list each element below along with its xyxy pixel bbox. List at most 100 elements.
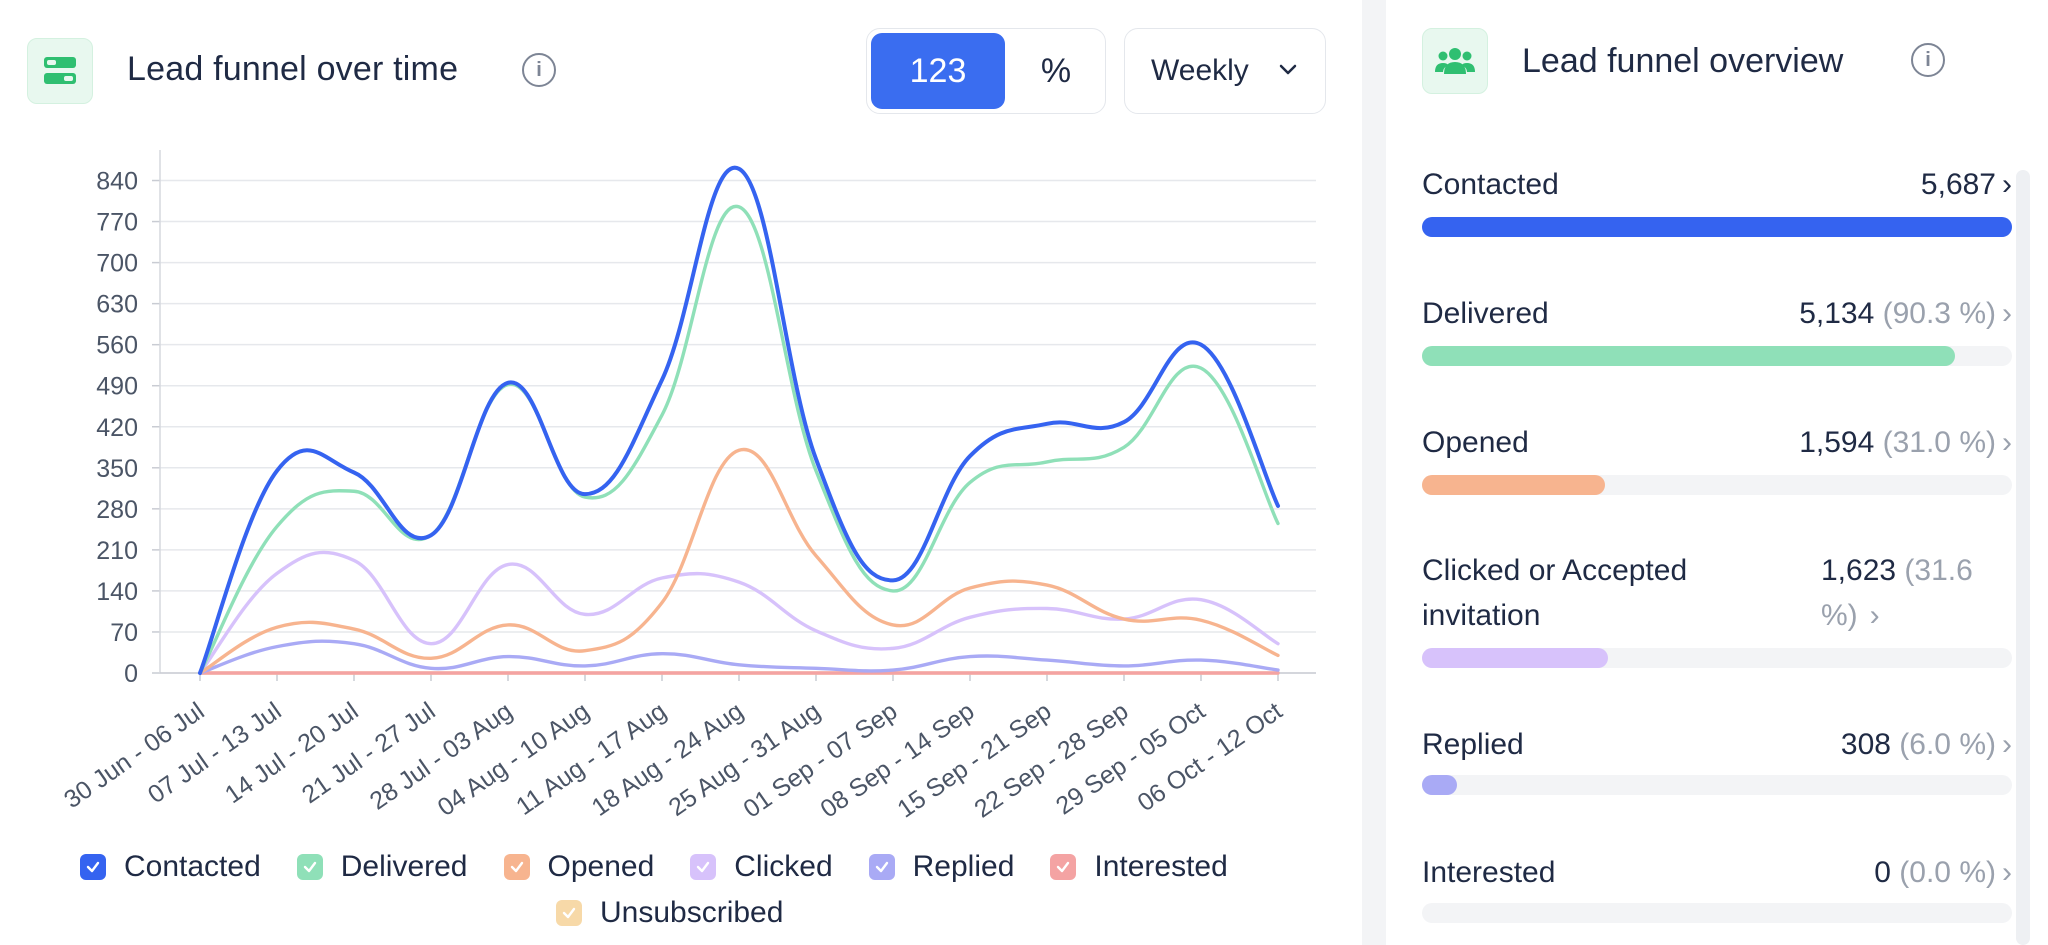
legend-item-delivered[interactable]: Delivered: [296, 850, 468, 884]
y-tick-label: 0: [124, 660, 138, 688]
funnel-bar-track: [1422, 346, 2012, 366]
checkbox-icon[interactable]: [868, 854, 895, 880]
funnel-percent: (0.0 %): [1899, 856, 1996, 889]
funnel-label-line1: Clicked or Accepted: [1422, 554, 1688, 587]
funnel-count: 0: [1874, 856, 1891, 889]
y-tick-label: 630: [96, 291, 138, 319]
funnel-count: 1,594: [1799, 426, 1875, 459]
checkbox-icon[interactable]: [80, 854, 106, 880]
funnel-count: 1,623: [1821, 554, 1897, 587]
percent-toggle-button[interactable]: %: [1040, 51, 1072, 90]
y-tick-label: 280: [96, 496, 138, 524]
chevron-right-icon[interactable]: ›: [2002, 426, 2012, 459]
funnel-value: 308 (6.0 %) ›: [1841, 722, 2012, 768]
lead-funnel-overview-panel: Lead funnel overview i Contacted 5,687 › …: [1386, 0, 2048, 945]
lead-funnel-over-time-panel: Lead funnel over time i 123 % Weekly 0 70…: [27, 28, 1326, 930]
legend-label: Interested: [1094, 850, 1228, 883]
users-group-icon: [1422, 28, 1488, 94]
funnel-value: 1,594 (31.0 %) ›: [1799, 420, 2012, 466]
checkbox-icon[interactable]: [556, 900, 582, 926]
legend-item-contacted[interactable]: Contacted: [80, 850, 261, 884]
funnel-value: 0 (0.0 %) ›: [1874, 850, 2012, 896]
chevron-right-icon[interactable]: ›: [2002, 856, 2012, 889]
series-line-delivered: [198, 204, 1280, 675]
chevron-right-icon[interactable]: ›: [2002, 728, 2012, 761]
funnel-percent: (6.0 %): [1899, 728, 1996, 761]
series-line-clicked: [198, 550, 1280, 675]
x-tick-label: 14 Jul - 20 Jul: [220, 697, 364, 809]
series-line-contacted: [198, 165, 1280, 675]
funnel-bar-track: [1422, 648, 2012, 668]
funnel-bar-track: [1422, 903, 2012, 923]
series-line-opened: [198, 447, 1280, 675]
y-tick-label: 140: [96, 578, 138, 606]
funnel-bar-track: [1422, 775, 2012, 795]
info-icon[interactable]: i: [522, 53, 556, 87]
x-tick-label: 07 Jul - 13 Jul: [143, 697, 287, 809]
y-tick-label: 770: [96, 209, 138, 237]
funnel-count: 308: [1840, 728, 1891, 761]
y-tick-label: 560: [96, 332, 138, 360]
checkbox-icon[interactable]: [1050, 854, 1077, 880]
funnel-percent-line2: %): [1821, 599, 1858, 632]
legend-label: Replied: [912, 850, 1015, 883]
funnel-value: 5,134 (90.3 %) ›: [1799, 291, 2012, 337]
funnel-percent-line2-wrap: %) ›: [1821, 593, 1880, 639]
funnel-label: Interested: [1422, 856, 1556, 889]
legend-item-opened[interactable]: Opened: [503, 850, 655, 884]
funnel-item-contacted[interactable]: Contacted 5,687 ›: [1422, 162, 2012, 242]
funnel-bar-fill: [1422, 648, 1609, 668]
legend-label: Delivered: [340, 850, 468, 883]
funnel-bar-fill: [1422, 775, 1458, 795]
legend-label: Unsubscribed: [600, 896, 784, 929]
scrollbar[interactable]: [2016, 170, 2030, 945]
funnel-item-replied[interactable]: Replied 308 (6.0 %) ›: [1422, 722, 2012, 802]
y-tick-label: 420: [96, 414, 138, 442]
chevron-right-icon[interactable]: ›: [1869, 599, 1880, 632]
funnel-item-interested[interactable]: Interested 0 (0.0 %) ›: [1422, 850, 2012, 930]
count-percent-toggle: 123 %: [866, 28, 1106, 114]
legend-item-unsubscribed[interactable]: Unsubscribed: [556, 896, 783, 930]
legend-item-interested[interactable]: Interested: [1050, 850, 1228, 884]
y-tick-label: 490: [96, 373, 138, 401]
funnel-bar-fill: [1422, 346, 1955, 366]
checkbox-icon[interactable]: [690, 854, 717, 880]
funnel-item-clicked-or-accepted[interactable]: Clicked or Accepted invitation 1,623 (31…: [1422, 548, 2012, 678]
funnel-count: 5,687: [1920, 168, 1996, 201]
legend-item-replied[interactable]: Replied: [868, 850, 1015, 884]
chart-title: Lead funnel over time: [127, 50, 459, 88]
y-tick-label: 70: [110, 619, 138, 647]
y-tick-label: 210: [96, 537, 138, 565]
chevron-right-icon[interactable]: ›: [2002, 168, 2012, 201]
legend-item-clicked[interactable]: Clicked: [690, 850, 833, 884]
count-toggle-button[interactable]: 123: [871, 33, 1005, 109]
funnel-item-opened[interactable]: Opened 1,594 (31.0 %) ›: [1422, 420, 2012, 500]
legend-label: Opened: [547, 850, 655, 883]
legend-label: Clicked: [734, 850, 833, 883]
funnel-count: 5,134: [1799, 297, 1875, 330]
y-tick-label: 840: [96, 168, 138, 196]
checkbox-icon[interactable]: [296, 854, 323, 880]
funnel-label: Opened: [1422, 426, 1529, 459]
funnel-percent-line1: (31.6: [1904, 554, 1973, 587]
funnel-label-line2: invitation: [1422, 599, 1541, 632]
period-dropdown[interactable]: Weekly: [1124, 28, 1326, 114]
funnel-label: Replied: [1422, 728, 1524, 761]
chevron-down-icon: [1279, 64, 1297, 75]
y-tick-label: 700: [96, 250, 138, 278]
period-dropdown-value: Weekly: [1151, 54, 1249, 87]
funnel-list-icon: [27, 38, 93, 104]
funnel-value: 1,623 (31.6: [1821, 548, 1973, 594]
funnel-bar-fill: [1422, 475, 1605, 495]
funnel-bar-track: [1422, 217, 2012, 237]
chevron-right-icon[interactable]: ›: [2002, 297, 2012, 330]
funnel-item-delivered[interactable]: Delivered 5,134 (90.3 %) ›: [1422, 291, 2012, 371]
funnel-bar-fill: [1422, 217, 2012, 237]
panel-divider: [1362, 0, 1386, 945]
y-tick-label: 350: [96, 455, 138, 483]
info-icon[interactable]: i: [1911, 43, 1945, 77]
checkbox-icon[interactable]: [503, 854, 530, 880]
legend-label: Contacted: [124, 850, 261, 883]
funnel-percent: (90.3 %): [1882, 297, 1996, 330]
